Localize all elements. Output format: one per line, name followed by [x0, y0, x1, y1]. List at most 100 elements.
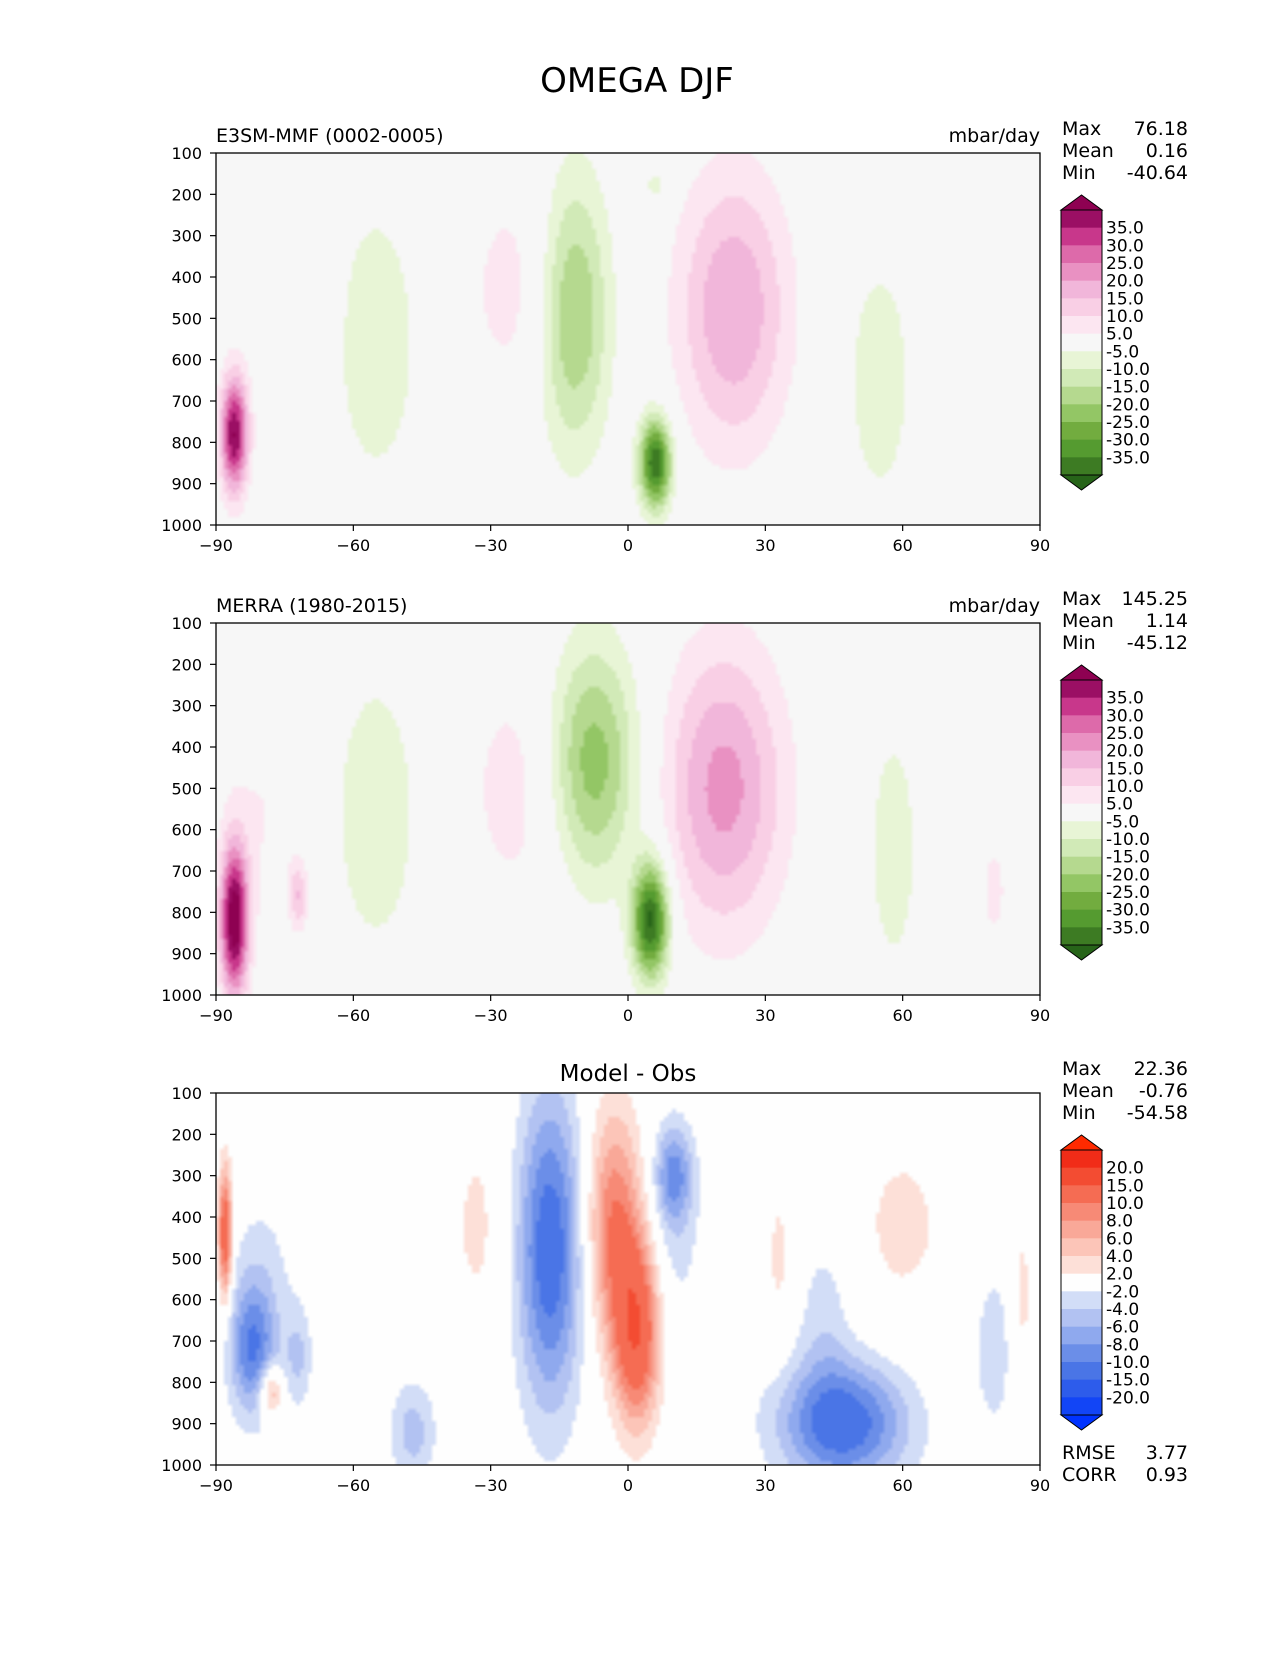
obs-colorbar-segment: [1061, 786, 1102, 805]
obs-colorbar: -35.0-30.0-25.0-20.0-15.0-10.0-5.05.010.…: [1059, 664, 1150, 961]
obs-colorbar-tick-label: -35.0: [1106, 918, 1150, 938]
diff-colorbar-tick-label: 10.0: [1106, 1194, 1144, 1214]
model-left-title: E3SM-MMF (0002-0005): [216, 125, 444, 147]
model-xtick-label: 0: [623, 536, 633, 555]
diff-ytick-label: 900: [171, 1415, 202, 1434]
diff-colorbar-segment: [1061, 1256, 1102, 1275]
obs-xtick-label: 60: [892, 1006, 912, 1025]
obs-ytick-label: 400: [171, 738, 202, 757]
figure-title: OMEGA DJF: [540, 61, 734, 101]
diff-ytick-label: 500: [171, 1249, 202, 1268]
diff-colorbar-segment: [1061, 1167, 1102, 1186]
model-colorbar-tick-label: -30.0: [1106, 431, 1150, 451]
diff-ytick-label: 200: [171, 1125, 202, 1144]
diff-center-title: Model - Obs: [560, 1061, 697, 1087]
obs-contour-field: [216, 623, 1040, 995]
diff-ytick-label: 300: [171, 1167, 202, 1186]
model-ytick-label: 900: [171, 475, 202, 494]
model-contour-field: [216, 153, 1040, 525]
obs-colorbar-segment: [1061, 909, 1102, 928]
diff-extra-stat-value: 3.77: [1146, 1442, 1188, 1464]
diff-contour-field: [216, 1093, 1040, 1465]
obs-colorbar-tick-label: -30.0: [1106, 901, 1150, 921]
obs-colorbar-max-extend: [1059, 664, 1104, 681]
diff-ytick-label: 800: [171, 1373, 202, 1392]
diff-colorbar-tick-label: -20.0: [1106, 1388, 1150, 1408]
model-xtick-label: −30: [474, 536, 508, 555]
obs-xtick-label: −60: [336, 1006, 370, 1025]
diff-stat-name: Max: [1062, 1058, 1101, 1080]
obs-xtick-label: −30: [474, 1006, 508, 1025]
obs-colorbar-tick-label: 35.0: [1106, 689, 1144, 709]
model-xtick-label: −90: [199, 536, 233, 555]
diff-colorbar-segment: [1061, 1203, 1102, 1222]
diff-colorbar-tick-label: -2.0: [1106, 1282, 1139, 1302]
obs-ytick-label: 500: [171, 779, 202, 798]
obs-colorbar-segment: [1061, 927, 1102, 946]
obs-xtick-label: 90: [1030, 1006, 1050, 1025]
model-colorbar: -35.0-30.0-25.0-20.0-15.0-10.0-5.05.010.…: [1059, 194, 1150, 491]
diff-colorbar-tick-label: -15.0: [1106, 1371, 1150, 1391]
diff-colorbar-segment: [1061, 1150, 1102, 1169]
obs-stat-name: Mean: [1062, 610, 1114, 632]
obs-ytick-label: 900: [171, 945, 202, 964]
diff-colorbar-segment: [1061, 1379, 1102, 1398]
diff-xtick-label: 60: [892, 1476, 912, 1495]
obs-colorbar-tick-label: 25.0: [1106, 724, 1144, 744]
obs-ytick-label: 1000: [161, 986, 202, 1005]
obs-ytick-label: 800: [171, 903, 202, 922]
diff-colorbar-tick-label: 20.0: [1106, 1159, 1144, 1179]
diff-ytick-label: 100: [171, 1084, 202, 1103]
diff-colorbar-segment: [1061, 1309, 1102, 1328]
model-colorbar-segment: [1061, 245, 1102, 264]
diff-colorbar-tick-label: 8.0: [1106, 1212, 1133, 1232]
diff-colorbar-tick-label: 15.0: [1106, 1176, 1144, 1196]
model-colorbar-segment: [1061, 263, 1102, 282]
model-colorbar-tick-label: -15.0: [1106, 378, 1150, 398]
model-colorbar-tick-label: -25.0: [1106, 413, 1150, 433]
obs-left-title: MERRA (1980-2015): [216, 595, 407, 617]
diff-ytick-label: 400: [171, 1208, 202, 1227]
model-colorbar-segment: [1061, 280, 1102, 299]
model-ytick-label: 300: [171, 227, 202, 246]
diff-colorbar-segment: [1061, 1238, 1102, 1257]
model-colorbar-segment: [1061, 404, 1102, 423]
obs-colorbar-tick-label: -10.0: [1106, 830, 1150, 850]
diff-colorbar-min-extend: [1059, 1414, 1104, 1431]
diff-stat-value: -0.76: [1139, 1080, 1188, 1102]
model-colorbar-segment: [1061, 457, 1102, 476]
diff-extra-stat-name: CORR: [1062, 1464, 1117, 1486]
diff-colorbar-tick-label: -8.0: [1106, 1335, 1139, 1355]
model-colorbar-tick-label: 30.0: [1106, 236, 1144, 256]
diff-ytick-label: 600: [171, 1291, 202, 1310]
diff-colorbar-tick-label: 6.0: [1106, 1229, 1133, 1249]
model-ytick-label: 800: [171, 433, 202, 452]
model-colorbar-min-extend: [1059, 474, 1104, 491]
model-colorbar-tick-label: 35.0: [1106, 219, 1144, 239]
diff-xtick-label: −60: [336, 1476, 370, 1495]
model-units-label: mbar/day: [949, 125, 1040, 147]
obs-colorbar-min-extend: [1059, 944, 1104, 961]
diff-colorbar-tick-label: -10.0: [1106, 1353, 1150, 1373]
obs-colorbar-tick-label: 15.0: [1106, 759, 1144, 779]
diff-ytick-label: 1000: [161, 1456, 202, 1475]
model-xtick-label: −60: [336, 536, 370, 555]
obs-units-label: mbar/day: [949, 595, 1040, 617]
model-colorbar-max-extend: [1059, 194, 1104, 211]
diff-colorbar-segment: [1061, 1291, 1102, 1310]
obs-colorbar-tick-label: -15.0: [1106, 848, 1150, 868]
model-ytick-label: 500: [171, 309, 202, 328]
obs-ytick-label: 100: [171, 614, 202, 633]
model-ytick-label: 700: [171, 392, 202, 411]
model-stat-name: Min: [1062, 162, 1096, 184]
obs-ytick-label: 700: [171, 862, 202, 881]
model-colorbar-tick-label: 10.0: [1106, 307, 1144, 327]
model-stat-name: Max: [1062, 118, 1101, 140]
obs-colorbar-tick-label: -5.0: [1106, 812, 1139, 832]
obs-colorbar-tick-label: 5.0: [1106, 795, 1133, 815]
obs-stat-value: -45.12: [1127, 632, 1188, 654]
obs-colorbar-segment: [1061, 733, 1102, 752]
model-ytick-label: 1000: [161, 516, 202, 535]
model-colorbar-segment: [1061, 316, 1102, 335]
